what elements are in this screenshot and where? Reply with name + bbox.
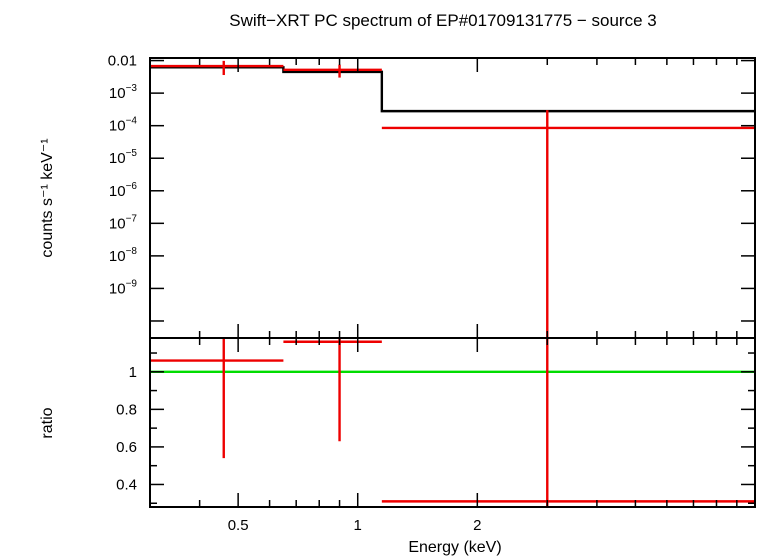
spectrum-y-tick-label: 10−5 <box>109 148 138 167</box>
spectrum-y-tick-label: 10−8 <box>109 246 138 265</box>
ratio-y-tick-label: 0.8 <box>116 401 137 418</box>
ratio-point-1 <box>150 338 284 459</box>
spectrum-y-tick-label: 10−7 <box>109 213 138 232</box>
chart-title: Swift−XRT PC spectrum of EP#01709131775 … <box>229 11 656 30</box>
spectrum-y-tick-label: 10−3 <box>109 83 138 102</box>
ratio-y-tick-label: 0.6 <box>116 439 137 456</box>
spectrum-y-tick-label: 10−9 <box>109 278 138 297</box>
y-axis-label-spectrum: counts s⁻¹ keV⁻¹ <box>39 138 56 257</box>
y-axis-label-ratio: ratio <box>39 407 56 438</box>
data-point-3 <box>381 110 755 338</box>
ratio-panel: 0.4 0.6 0.8 1 <box>116 337 756 508</box>
ratio-panel-frame <box>149 337 756 508</box>
data-point-2 <box>283 64 382 78</box>
x-tick-label: 0.5 <box>228 517 249 534</box>
model-step-line <box>150 66 755 113</box>
spectrum-y-tick-label: 10−4 <box>109 116 138 135</box>
spectrum-panel: 0.01 10−3 10−4 10−5 10−6 10−7 10−8 10−9 <box>108 53 756 339</box>
data-point-1 <box>150 60 284 76</box>
ratio-y-tick-label: 0.4 <box>116 476 137 493</box>
spectrum-y-tick-label: 10−6 <box>109 181 138 200</box>
ratio-y-tick-label: 1 <box>129 364 137 381</box>
ratio-point-3 <box>381 338 755 507</box>
x-axis-label: Energy (keV) <box>408 539 501 556</box>
x-tick-label: 2 <box>473 517 481 534</box>
spectrum-panel-frame <box>149 57 756 339</box>
spectrum-y-tick-label: 0.01 <box>108 53 137 70</box>
ratio-point-2 <box>283 338 382 442</box>
x-tick-label: 1 <box>354 517 362 534</box>
